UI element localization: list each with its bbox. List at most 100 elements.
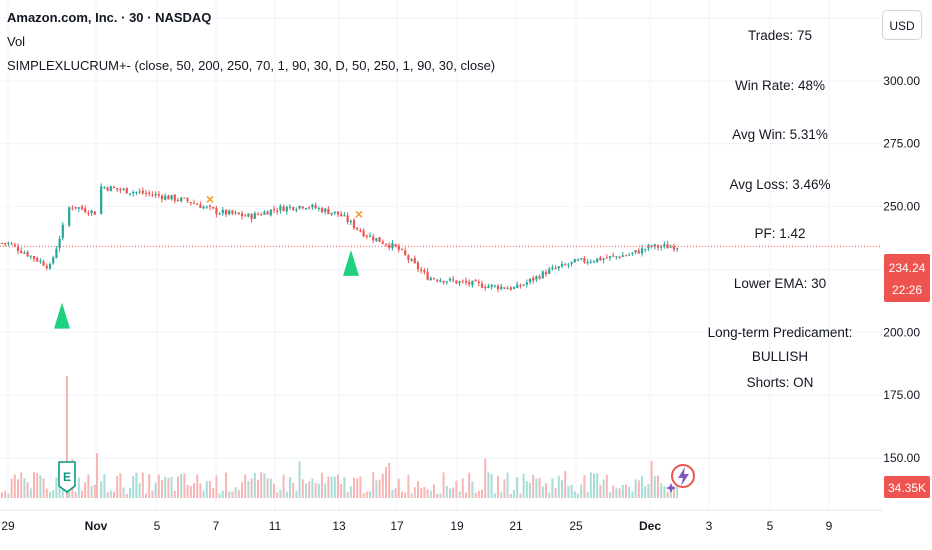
candle-body <box>317 208 320 210</box>
candle-body <box>4 243 7 245</box>
volume-bar <box>436 493 439 498</box>
volume-bar <box>26 482 29 498</box>
currency-button[interactable]: USD <box>882 10 922 40</box>
candle-body <box>189 202 192 204</box>
candle-body <box>141 190 144 194</box>
candle-body <box>234 212 237 214</box>
volume-bar <box>23 478 26 498</box>
volume-bar <box>625 484 627 498</box>
candle-body <box>644 249 647 251</box>
volume-bar <box>541 486 544 498</box>
volume-bar <box>170 476 173 498</box>
candle-body <box>615 256 618 258</box>
volume-bar <box>519 493 522 498</box>
candle-body <box>167 195 170 200</box>
candle-body <box>148 192 151 194</box>
volume-bar <box>509 493 512 498</box>
candle-body <box>413 258 416 264</box>
time-tick-label: Dec <box>639 519 661 533</box>
candle-body <box>244 215 247 217</box>
time-tick-label: 5 <box>767 519 774 533</box>
volume-bar <box>183 473 186 498</box>
time-axis[interactable]: 29 Nov 5 7 11 13 17 19 21 25 Dec 3 5 9 <box>0 509 882 533</box>
volume-bar <box>196 474 199 498</box>
candle-body <box>330 212 333 215</box>
candle-body <box>29 255 32 257</box>
volume-bar <box>532 474 535 498</box>
volume-bar <box>119 473 122 498</box>
candle-body <box>205 206 208 208</box>
price-tick-label: 175.00 <box>883 388 920 402</box>
earnings-marker[interactable]: E <box>58 461 76 493</box>
volume-bar <box>212 488 215 498</box>
candle-body <box>605 257 608 259</box>
candle-body <box>164 195 167 200</box>
candle-body <box>589 261 592 263</box>
indicator-legend[interactable]: SIMPLEXLUCRUM+- (close, 50, 200, 250, 70… <box>7 58 496 73</box>
candle-body <box>407 255 410 260</box>
candle-body <box>528 278 532 282</box>
volume-bar <box>471 481 474 498</box>
candle-body <box>279 206 282 211</box>
candle-body <box>13 244 16 246</box>
candle-body <box>336 211 340 215</box>
candle-body <box>288 206 292 208</box>
volume-bar <box>401 491 403 498</box>
candle-body <box>631 252 634 254</box>
volume-bar <box>113 491 115 498</box>
volume-bar <box>129 487 131 498</box>
volume-bar <box>103 474 106 498</box>
candle-body <box>567 264 570 266</box>
candle-body <box>474 279 477 282</box>
candle-body <box>624 255 628 257</box>
volume-bar <box>353 477 355 498</box>
volume-bar <box>433 484 435 498</box>
candle-body <box>74 206 77 209</box>
volume-bars <box>1 376 679 498</box>
candle-body <box>628 254 631 256</box>
volume-bar <box>554 488 557 498</box>
volume-bar <box>487 472 490 498</box>
candle-body <box>439 280 442 282</box>
volume-bar <box>231 491 234 498</box>
earnings-letter: E <box>63 470 71 484</box>
candle-body <box>311 204 314 208</box>
volume-bar <box>397 478 400 498</box>
candle-body <box>634 250 637 253</box>
candle-body <box>535 276 538 280</box>
volume-bar <box>164 476 167 498</box>
candle-body <box>122 188 125 190</box>
symbol-title[interactable]: Amazon.com, Inc. · 30 · NASDAQ <box>7 10 212 25</box>
volume-bar <box>122 487 125 498</box>
volume-bar <box>346 492 349 498</box>
candle-body <box>199 204 202 209</box>
candle-body <box>538 276 541 279</box>
candle-body <box>397 245 400 250</box>
price-tick-label: 275.00 <box>883 137 920 151</box>
candle-body <box>93 211 96 215</box>
volume-bar <box>564 471 567 498</box>
candle-body <box>676 248 679 250</box>
candle-body <box>592 261 596 263</box>
stat-avg-loss: Avg Loss: 3.46% <box>729 176 831 192</box>
candle-body <box>58 238 61 249</box>
price-tag-value: 234.24 <box>889 261 926 275</box>
candle-body <box>372 236 375 241</box>
lightning-badge[interactable] <box>666 464 695 493</box>
candle-body <box>256 213 260 215</box>
candle-body <box>144 192 148 194</box>
volume-legend[interactable]: Vol <box>7 34 26 49</box>
stat-avg-win: Avg Win: 5.31% <box>732 127 828 142</box>
volume-bar <box>548 492 551 498</box>
candle-body <box>576 259 580 261</box>
candle-body <box>426 271 429 281</box>
candle-body <box>202 206 205 209</box>
volume-bar <box>221 490 224 498</box>
volume-bar <box>84 482 87 498</box>
candle-body <box>669 246 672 248</box>
candle-body <box>7 242 10 244</box>
volume-bar <box>359 476 362 498</box>
candle-body <box>327 208 330 214</box>
